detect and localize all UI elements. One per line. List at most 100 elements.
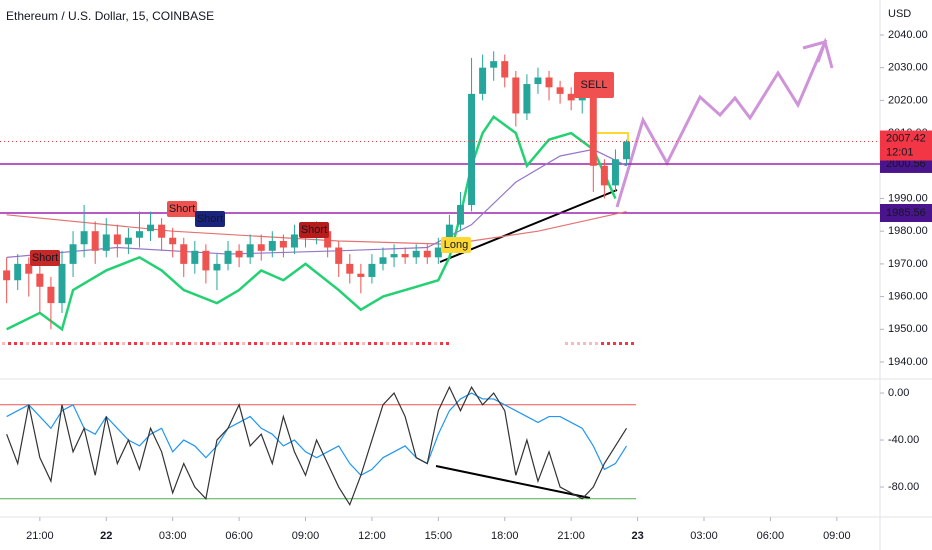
candle-body: [490, 61, 498, 68]
candle-body: [567, 93, 575, 101]
dot: [571, 342, 574, 345]
candle-body: [412, 250, 420, 258]
dot: [368, 342, 371, 345]
candle-body: [390, 254, 398, 258]
candle-body: [113, 234, 121, 245]
dot: [344, 342, 347, 345]
candle-body: [268, 240, 276, 251]
signal-box: [299, 222, 329, 238]
candle-body: [69, 244, 77, 264]
signal-dots: [2, 342, 634, 345]
dot: [80, 342, 83, 345]
dot: [164, 342, 167, 345]
x-tick-label: 22: [100, 530, 112, 542]
candle-body: [36, 273, 44, 287]
candle-body: [191, 250, 199, 264]
candle-body: [279, 240, 287, 248]
candle-body: [523, 84, 531, 114]
signal-box: [441, 237, 471, 253]
dot: [446, 342, 449, 345]
signal-label: Short: [32, 252, 58, 264]
candle-body: [335, 247, 343, 264]
dot: [416, 342, 419, 345]
dot: [565, 342, 568, 345]
candle-body: [235, 250, 243, 258]
signal-label: Short: [301, 224, 327, 236]
dot: [272, 342, 275, 345]
candle-body: [58, 263, 66, 304]
x-tick-label: 15:00: [425, 530, 453, 542]
dot: [116, 342, 119, 345]
candle-body: [213, 263, 221, 271]
overlay-line: [6, 114, 617, 332]
dot: [326, 342, 329, 345]
dot: [398, 342, 401, 345]
x-tick-label: 06:00: [225, 530, 253, 542]
dot: [68, 342, 71, 345]
dot: [146, 342, 149, 345]
x-tick-label: 03:00: [159, 530, 187, 542]
dot: [140, 342, 143, 345]
dot: [122, 342, 125, 345]
candle-body: [102, 234, 110, 251]
dot: [613, 342, 616, 345]
dot: [242, 342, 245, 345]
dot: [290, 342, 293, 345]
candle-body: [589, 93, 597, 166]
dot: [62, 342, 65, 345]
dot: [230, 342, 233, 345]
candle-body: [501, 61, 509, 78]
dot: [254, 342, 257, 345]
dot: [380, 342, 383, 345]
dot: [128, 342, 131, 345]
dot: [176, 342, 179, 345]
candle-body: [368, 263, 376, 277]
candle-body: [80, 231, 88, 245]
overlay-line: [6, 210, 627, 245]
candle-body: [14, 263, 22, 281]
candle-body: [623, 141, 631, 160]
dot: [98, 342, 101, 345]
dot: [182, 342, 185, 345]
dot: [296, 342, 299, 345]
candle-body: [534, 77, 542, 85]
dot: [212, 342, 215, 345]
candle-body: [224, 250, 232, 264]
signal-box: [30, 250, 60, 266]
dot: [386, 342, 389, 345]
candle-body: [379, 257, 387, 264]
level-label: 1985.56: [886, 207, 926, 219]
candle-body: [158, 224, 166, 238]
dot: [302, 342, 305, 345]
dot: [350, 342, 353, 345]
x-tick-label: 06:00: [757, 530, 785, 542]
dot: [26, 342, 29, 345]
dot: [206, 342, 209, 345]
dot: [32, 342, 35, 345]
projection-path: [615, 37, 834, 208]
y-tick-label: -80.00: [888, 481, 919, 493]
candle-body: [468, 93, 476, 206]
dot: [260, 342, 263, 345]
dot: [134, 342, 137, 345]
dot: [625, 342, 628, 345]
dot: [194, 342, 197, 345]
dot: [320, 342, 323, 345]
candle-body: [456, 205, 464, 225]
x-tick-label: 12:00: [358, 530, 386, 542]
signal-box: [195, 211, 225, 227]
dot: [374, 342, 377, 345]
candle-body: [423, 250, 431, 258]
y-tick-label: 2040.00: [888, 29, 928, 41]
dot: [410, 342, 413, 345]
dot: [8, 342, 11, 345]
y-tick-label: 1950.00: [888, 323, 928, 335]
dot: [583, 342, 586, 345]
oscillator-line: [6, 385, 628, 507]
dot: [589, 342, 592, 345]
level-label-box: [880, 204, 932, 223]
candle-body: [512, 77, 520, 114]
candle-body: [346, 263, 354, 274]
y-tick-label: 0.00: [888, 387, 909, 399]
dot: [104, 342, 107, 345]
